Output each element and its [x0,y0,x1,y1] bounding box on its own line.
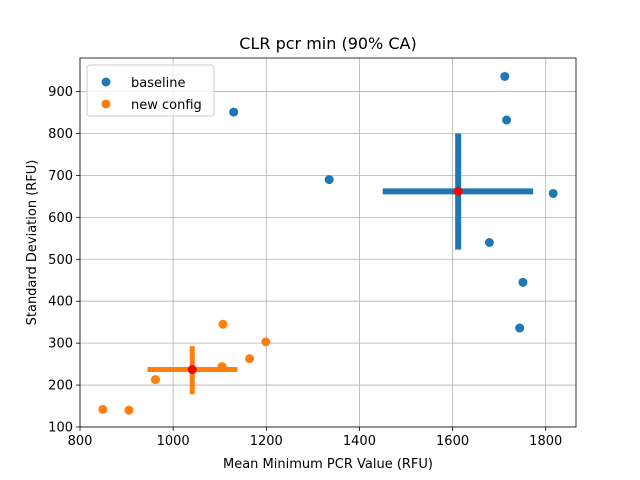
x-tick-label: 1800 [529,434,562,449]
legend: baseline new config [86,64,215,117]
data-point [500,71,510,81]
chart-title: CLR pcr min (90% CA) [239,34,416,53]
x-tick-label: 800 [68,434,93,449]
data-point [218,319,228,329]
x-tick-label: 1400 [343,434,376,449]
x-axis-label: Mean Minimum PCR Value (RFU) [223,457,433,472]
x-tick-label: 1600 [436,434,469,449]
data-point [548,188,558,198]
points-layer [98,71,558,415]
y-tick-label: 600 [48,211,73,226]
legend-label: baseline [131,76,185,91]
data-point [217,362,227,372]
y-tick-label: 500 [48,253,73,268]
y-tick-label: 300 [48,337,73,352]
legend-box [86,64,215,117]
plot-frame [79,57,577,428]
legend-marker [101,77,111,87]
center-marker [453,186,463,196]
grid-layer [79,58,576,428]
legend-marker [101,99,111,109]
data-point [518,277,528,287]
y-tick-label: 800 [48,127,73,142]
legend-label: new config [131,98,202,113]
x-tick-label: 1200 [250,434,283,449]
y-tick-label: 900 [48,85,73,100]
y-axis-label: Standard Deviation (RFU) [25,160,40,326]
data-point [245,354,255,364]
ticks-layer: 800 1000 1200 1400 1600 1800 100 200 300 400 500 60… [48,85,562,449]
center-layer [187,186,463,375]
data-point [484,238,494,247]
data-point [261,337,271,347]
data-point [98,404,108,414]
data-point [502,115,512,125]
y-tick-label: 700 [48,169,73,184]
center-marker [187,365,197,375]
data-point [150,375,160,385]
y-tick-label: 400 [48,295,73,310]
y-tick-label: 100 [48,421,73,436]
data-point [324,175,334,185]
x-tick-label: 1000 [157,434,190,449]
data-point [229,107,239,117]
y-tick-label: 200 [48,379,73,394]
data-point [124,405,134,415]
data-point [515,323,525,333]
